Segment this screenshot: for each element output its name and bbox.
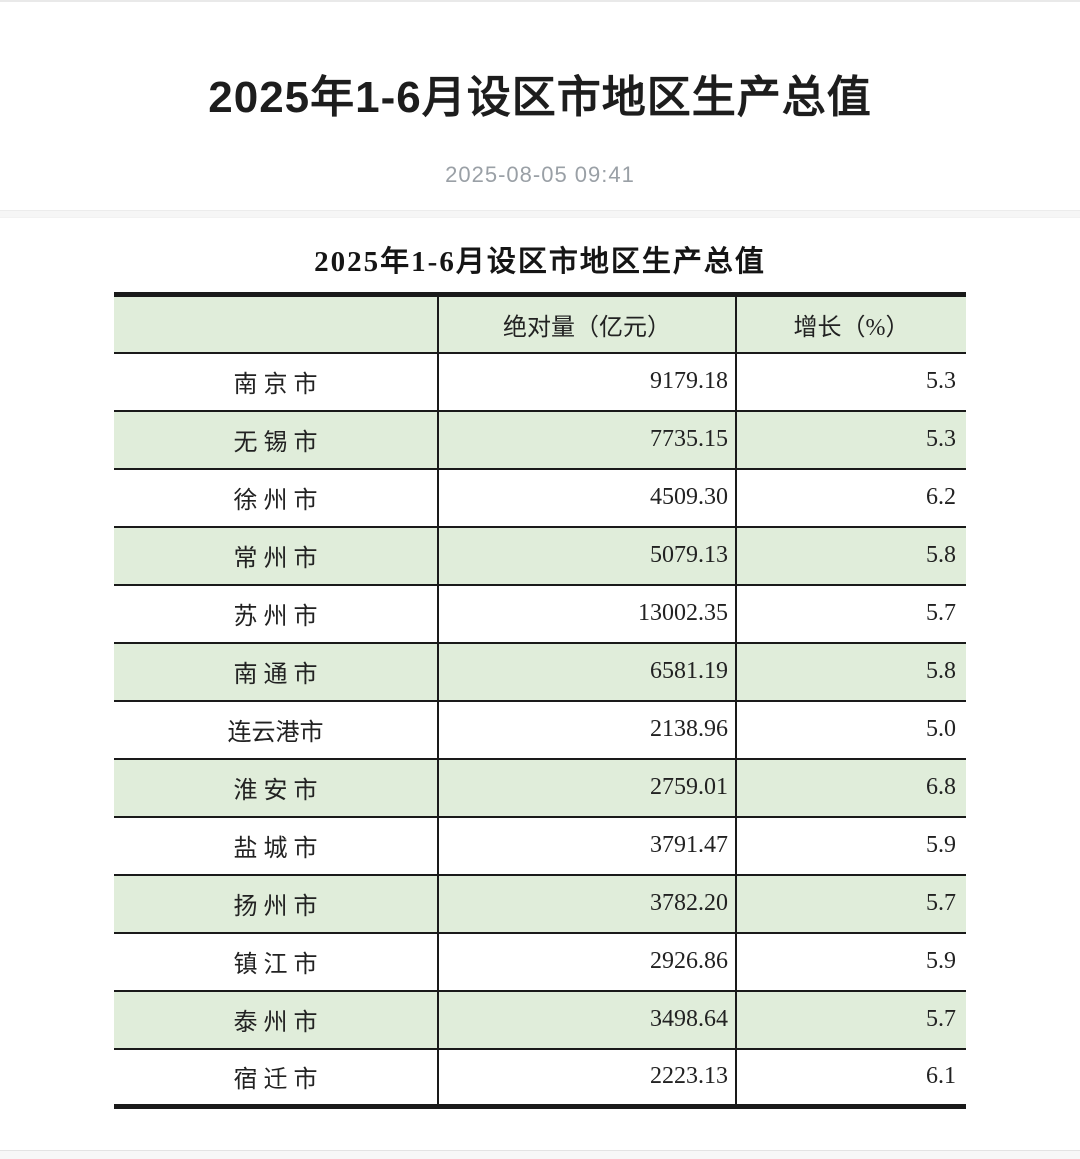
column-header-absolute: 绝对量（亿元） xyxy=(437,294,736,354)
absolute-cell: 2759.01 xyxy=(437,758,736,818)
table-row: 无 锡 市 7735.15 5.3 xyxy=(114,410,966,470)
column-header-city xyxy=(114,294,438,354)
city-cell: 南 京 市 xyxy=(114,352,438,412)
table-row: 连云港市 2138.96 5.0 xyxy=(114,700,966,760)
table-row: 常 州 市 5079.13 5.8 xyxy=(114,526,966,586)
absolute-cell: 3791.47 xyxy=(437,816,736,876)
absolute-cell: 3782.20 xyxy=(437,874,736,934)
city-cell: 苏 州 市 xyxy=(114,584,438,644)
absolute-cell: 13002.35 xyxy=(437,584,736,644)
city-cell: 扬 州 市 xyxy=(114,874,438,934)
table-row: 苏 州 市 13002.35 5.7 xyxy=(114,584,966,644)
publish-timestamp: 2025-08-05 09:41 xyxy=(445,162,635,187)
city-cell: 连云港市 xyxy=(114,700,438,760)
growth-cell: 5.7 xyxy=(735,584,966,644)
table-row: 南 京 市 9179.18 5.3 xyxy=(114,352,966,412)
absolute-cell: 2223.13 xyxy=(437,1048,736,1108)
absolute-cell: 5079.13 xyxy=(437,526,736,586)
table-row: 镇 江 市 2926.86 5.9 xyxy=(114,932,966,992)
column-header-growth: 增长（%） xyxy=(735,294,966,354)
growth-cell: 5.9 xyxy=(735,816,966,876)
absolute-cell: 7735.15 xyxy=(437,410,736,470)
city-cell: 无 锡 市 xyxy=(114,410,438,470)
city-cell: 镇 江 市 xyxy=(114,932,438,992)
gdp-table: 绝对量（亿元） 增长（%） 南 京 市 9179.18 5.3 无 锡 市 77… xyxy=(114,292,966,1109)
growth-cell: 6.1 xyxy=(735,1048,966,1108)
city-cell: 常 州 市 xyxy=(114,526,438,586)
growth-cell: 5.0 xyxy=(735,700,966,760)
table-row: 泰 州 市 3498.64 5.7 xyxy=(114,990,966,1050)
table-row: 盐 城 市 3791.47 5.9 xyxy=(114,816,966,876)
table-row: 淮 安 市 2759.01 6.8 xyxy=(114,758,966,818)
city-cell: 南 通 市 xyxy=(114,642,438,702)
absolute-cell: 3498.64 xyxy=(437,990,736,1050)
growth-cell: 5.3 xyxy=(735,352,966,412)
city-cell: 宿 迁 市 xyxy=(114,1048,438,1108)
table-row: 徐 州 市 4509.30 6.2 xyxy=(114,468,966,528)
table-row: 宿 迁 市 2223.13 6.1 xyxy=(114,1048,966,1108)
city-cell: 淮 安 市 xyxy=(114,758,438,818)
absolute-cell: 6581.19 xyxy=(437,642,736,702)
page-title: 2025年1-6月设区市地区生产总值 xyxy=(208,73,872,122)
city-cell: 盐 城 市 xyxy=(114,816,438,876)
table-row: 扬 州 市 3782.20 5.7 xyxy=(114,874,966,934)
article-header: 2025年1-6月设区市地区生产总值 2025-08-05 09:41 xyxy=(0,73,1080,187)
table-row: 南 通 市 6581.19 5.8 xyxy=(114,642,966,702)
growth-cell: 5.7 xyxy=(735,990,966,1050)
absolute-cell: 2138.96 xyxy=(437,700,736,760)
absolute-cell: 2926.86 xyxy=(437,932,736,992)
growth-cell: 6.8 xyxy=(735,758,966,818)
page-bottom-divider xyxy=(0,1150,1080,1159)
table-title: 2025年1-6月设区市地区生产总值 xyxy=(314,246,766,278)
growth-cell: 5.9 xyxy=(735,932,966,992)
absolute-cell: 4509.30 xyxy=(437,468,736,528)
growth-cell: 5.8 xyxy=(735,526,966,586)
growth-cell: 6.2 xyxy=(735,468,966,528)
growth-cell: 5.3 xyxy=(735,410,966,470)
page-top-divider xyxy=(0,0,1080,2)
growth-cell: 5.8 xyxy=(735,642,966,702)
table-header-row: 绝对量（亿元） 增长（%） xyxy=(114,294,966,354)
city-cell: 徐 州 市 xyxy=(114,468,438,528)
header-content-divider xyxy=(0,210,1080,218)
absolute-cell: 9179.18 xyxy=(437,352,736,412)
article-body: 2025年1-6月设区市地区生产总值 绝对量（亿元） 增长（%） 南 京 市 9… xyxy=(0,243,1080,1109)
city-cell: 泰 州 市 xyxy=(114,990,438,1050)
growth-cell: 5.7 xyxy=(735,874,966,934)
